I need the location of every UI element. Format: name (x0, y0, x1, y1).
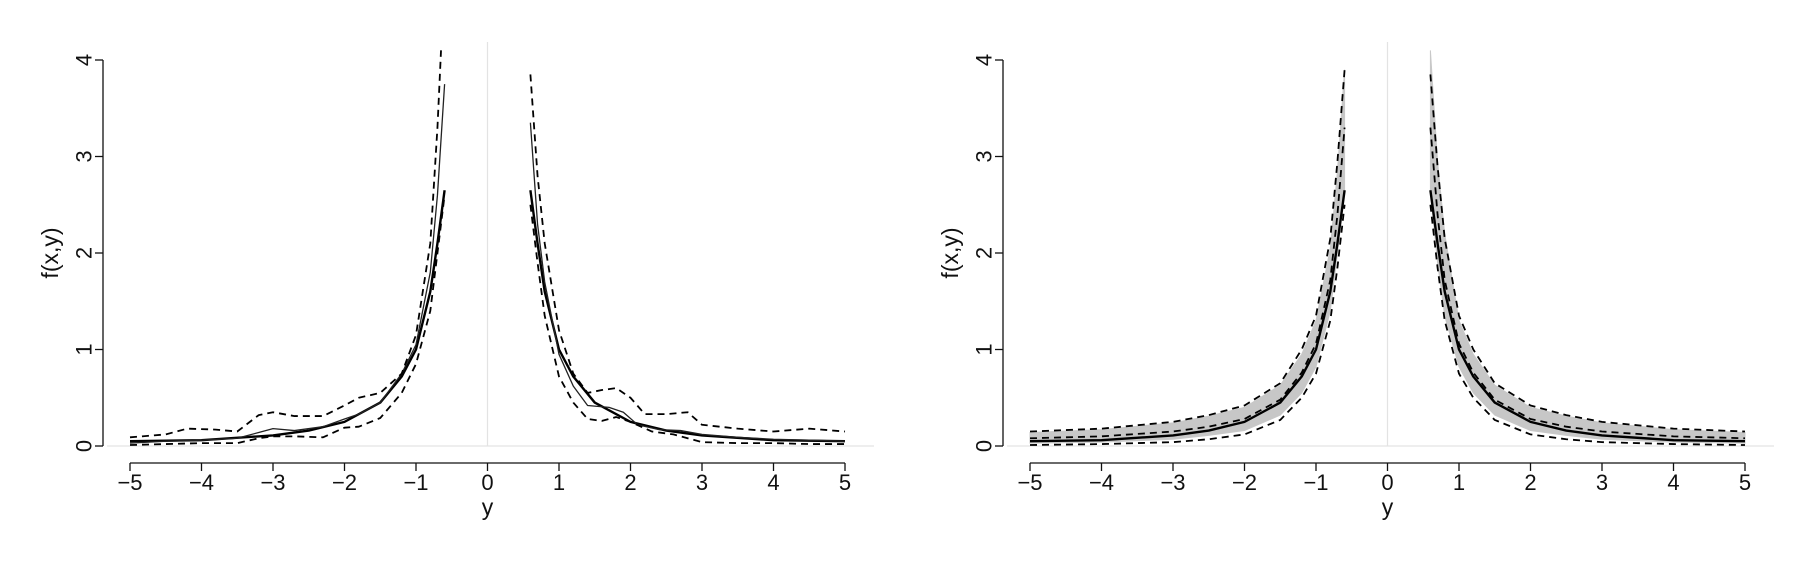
chart-1-x-tick-label: 5 (1739, 470, 1751, 495)
chart-1-y-tick-label: 3 (972, 150, 997, 162)
chart-1-series-0-seg-0-band (1029, 69, 1346, 444)
chart-0-series-0-seg-1-line (529, 190, 846, 443)
chart-1-series-1-seg-1-line (1429, 190, 1746, 443)
chart-0-series-2-seg-3-line (529, 204, 845, 445)
chart-0-series-1-seg-0-line (129, 84, 446, 444)
chart-0-series-2-seg-1-line (529, 74, 846, 433)
chart-1-x-tick-label: −3 (1160, 470, 1185, 495)
chart-0-y-tick-label: 2 (72, 247, 97, 259)
chart-1-series-2-seg-5-line (1429, 127, 1746, 440)
chart-1-x-tick-label: 0 (1381, 470, 1393, 495)
chart-1-series-2-seg-4-line (1029, 127, 1346, 440)
chart-0-y-axis-label: f(x,y) (37, 227, 63, 278)
chart-1-series-2-seg-3-line (1429, 204, 1746, 446)
chart-0-y-tick-label: 0 (72, 440, 97, 452)
chart-0-x-tick-label: 4 (767, 470, 779, 495)
chart-0-x-tick-label: 1 (553, 470, 565, 495)
chart-0-x-tick-label: 2 (624, 470, 636, 495)
chart-0-series-1-seg-1-line (529, 122, 846, 442)
chart-1-x-tick-label: −1 (1303, 470, 1328, 495)
chart-1-series-1-seg-0-line (1029, 190, 1346, 443)
chart-0-plot-area (129, 50, 846, 446)
chart-1-y-tick-label: 0 (972, 440, 997, 452)
chart-1-x-axis-label: y (1382, 494, 1394, 520)
chart-1-plot-area (1029, 50, 1746, 446)
chart-1-series-2-seg-1-line (1429, 74, 1746, 433)
chart-0-series-2-seg-2-line (129, 194, 446, 446)
chart-0-series-0-seg-0-line (129, 190, 446, 443)
chart-1-x-tick-label: 2 (1524, 470, 1536, 495)
chart-0-y-tick-label: 4 (72, 54, 97, 66)
chart-1-series-2-seg-2-line (1029, 204, 1346, 446)
chart-0-x-tick-label: −4 (189, 470, 214, 495)
chart-1-x-tick-label: 3 (1596, 470, 1608, 495)
chart-0-series-2-seg-0-line (129, 50, 442, 439)
chart-0-x-tick-label: −1 (403, 470, 428, 495)
chart-1-x-tick-label: −2 (1232, 470, 1257, 495)
chart-0-x-tick-label: 0 (481, 470, 493, 495)
chart-1-series-2-seg-0-line (1029, 69, 1346, 433)
chart-0-y-tick-label: 1 (72, 343, 97, 355)
chart-0-x-axis-label: y (482, 494, 494, 520)
chart-0-x-tick-label: 3 (696, 470, 708, 495)
chart-1-y-tick-label: 2 (972, 247, 997, 259)
chart-1-series-0-seg-1-band (1429, 50, 1746, 444)
chart-0-x-tick-label: 5 (839, 470, 851, 495)
chart-1-x-tick-label: 1 (1453, 470, 1465, 495)
chart-0-y-tick-label: 3 (72, 150, 97, 162)
chart-1-x-tick-label: 4 (1667, 470, 1679, 495)
left-chart-panel: −5 −4 −3 −2 −1 0 1 2 3 4 5 y 0 1 2 3 4 f(x,y) (37, 42, 874, 520)
chart-0-x-tick-label: −5 (117, 470, 142, 495)
chart-1-y-tick-label: 4 (972, 54, 997, 66)
chart-1-y-tick-label: 1 (972, 343, 997, 355)
chart-0-x-tick-label: −3 (260, 470, 285, 495)
right-chart-panel: −5 −4 −3 −2 −1 0 1 2 3 4 5 y 0 1 2 3 4 f(x,y) (900, 0, 1800, 576)
chart-1-x-tick-label: −5 (1017, 470, 1042, 495)
chart-0-x-tick-label: −2 (332, 470, 357, 495)
chart-1-x-tick-label: −4 (1089, 470, 1114, 495)
chart-1-y-axis-label: f(x,y) (937, 227, 963, 278)
